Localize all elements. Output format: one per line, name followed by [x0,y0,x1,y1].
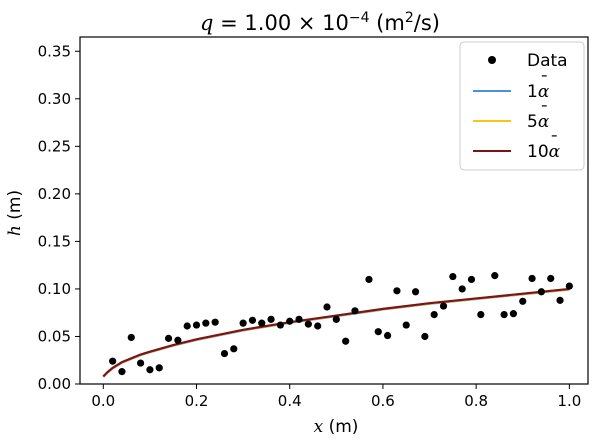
data-point [118,368,126,376]
data-point [192,321,201,329]
data-point [304,320,312,328]
legend-label-1alpha: 1α [527,82,550,102]
data-point [439,302,448,310]
data-point [248,316,257,324]
y-tick-label: 0.00 [38,375,71,393]
data-points [109,272,573,376]
x-tick-label: 1.0 [557,392,581,410]
data-point [155,364,163,372]
data-point [430,311,438,319]
data-point [342,337,350,345]
data-point [519,297,527,305]
data-point [491,272,499,280]
data-point [537,288,545,296]
data-point [230,345,238,353]
data-point [183,322,191,330]
data-point [258,319,266,327]
data-point [295,315,303,323]
data-point [509,310,518,318]
data-point [374,328,382,336]
x-tick-label: 0.2 [185,392,209,410]
x-axis: 0.0 0.2 0.4 0.6 0.8 1.0 [91,384,581,410]
curve-1alpha [102,288,570,378]
curve-5alpha [102,288,570,378]
y-tick-label: 0.15 [38,232,71,250]
data-point [109,357,117,365]
data-point [411,288,420,296]
data-point [556,296,564,304]
data-point [421,332,429,341]
data-point [146,366,154,374]
data-point [174,336,182,344]
x-tick-label: 0.6 [371,392,395,410]
fit-curves [102,287,570,378]
y-tick-label: 0.10 [38,280,71,298]
legend-bar-1alpha: ¯ [540,73,549,93]
y-tick-label: 0.35 [38,42,71,60]
x-tick-label: 0.4 [278,392,302,410]
data-point [323,303,331,311]
x-axis-label: x (m) [314,417,359,437]
data-point [211,318,219,326]
data-point [393,287,401,295]
data-point [500,311,508,319]
data-point [220,349,229,358]
data-point [276,321,284,329]
data-point [136,359,145,367]
data-point [458,285,466,293]
data-point [127,333,135,342]
plot-area [79,36,589,385]
x-tick-label: 0.0 [91,392,115,410]
data-point [449,272,457,281]
legend-box [459,41,585,171]
data-point [384,331,392,340]
y-tick-label: 0.05 [38,327,71,345]
data-point [477,311,485,319]
y-tick-label: 0.20 [38,185,71,203]
data-point [351,307,359,315]
chart-title: q = 1.00 × 10−4 (m2/s) [200,10,440,35]
legend-label-5alpha: 5α [527,112,550,132]
data-point [467,275,476,284]
legend-bar-10alpha: ¯ [550,133,559,153]
data-point [267,315,275,323]
legend: Data 1α ¯ 5α ¯ 10α ¯ [459,41,585,171]
data-point [547,274,555,283]
data-point [528,274,536,283]
data-point [402,321,410,329]
legend-bar-5alpha: ¯ [540,103,549,123]
data-point [365,275,373,284]
data-point [202,319,210,327]
data-point [164,334,173,342]
data-point [565,282,573,290]
legend-marker-data [488,56,496,64]
data-point [314,322,322,330]
y-tick-label: 0.30 [38,90,71,108]
curve-10alpha [102,287,570,378]
y-tick-label: 0.25 [38,137,71,155]
legend-label-data: Data [527,51,568,71]
data-point [286,317,294,325]
y-axis-label: h (m) [5,190,25,236]
data-point [332,315,340,323]
legend-label-10alpha: 10α [527,142,561,162]
x-tick-label: 0.8 [464,392,488,410]
y-axis: 0.00 0.05 0.10 0.15 0.20 0.25 0.30 0.35 [38,42,80,393]
data-point [239,319,247,327]
